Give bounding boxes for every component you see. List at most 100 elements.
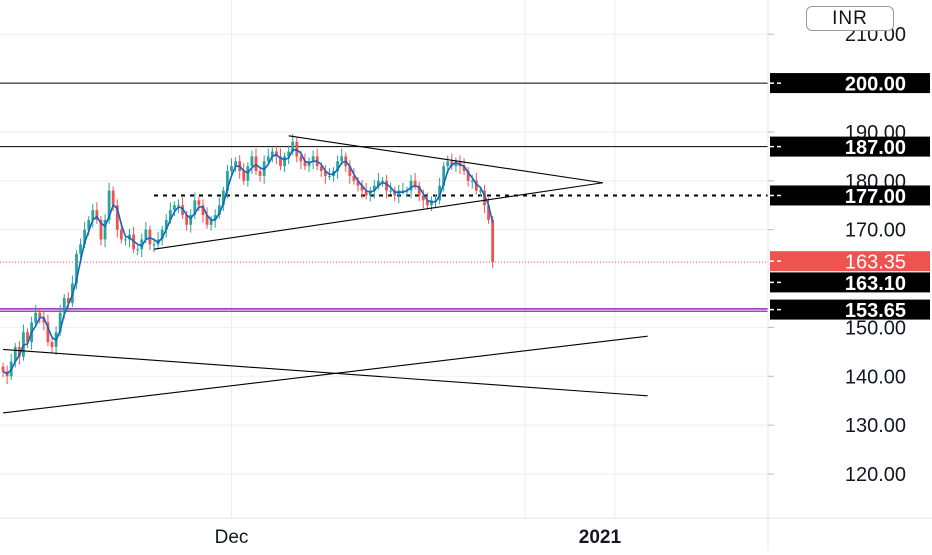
- candle: [430, 200, 433, 206]
- candle: [177, 205, 180, 207]
- candle: [50, 342, 54, 347]
- candle: [152, 244, 156, 246]
- trendline: [153, 182, 603, 250]
- candle: [372, 185, 376, 191]
- candle: [389, 190, 393, 192]
- candle: [438, 185, 441, 201]
- last-price-tag: [770, 251, 930, 272]
- candle: [164, 219, 168, 230]
- candle: [446, 161, 450, 167]
- currency-button[interactable]: INR: [806, 6, 894, 31]
- y-tick-label: 170.00: [845, 220, 906, 242]
- candle: [250, 156, 254, 167]
- candle: [34, 312, 38, 323]
- candle: [13, 346, 17, 362]
- candle: [323, 171, 327, 176]
- candle: [46, 322, 50, 343]
- price-tag-label: 187.00: [845, 137, 906, 159]
- grid-lines: [0, 0, 768, 518]
- candle: [258, 171, 262, 176]
- candle: [421, 195, 425, 201]
- candle: [364, 190, 368, 196]
- candle: [393, 190, 397, 196]
- candle: [124, 239, 127, 241]
- candle: [270, 151, 274, 157]
- candle: [303, 161, 307, 167]
- candle: [479, 190, 482, 192]
- candle: [377, 180, 380, 186]
- candle: [356, 180, 360, 186]
- trendline: [3, 348, 648, 397]
- y-tick-label: 130.00: [845, 415, 906, 437]
- candle: [168, 210, 172, 220]
- candle: [99, 219, 103, 240]
- candle: [242, 171, 246, 181]
- moving-average: [2, 149, 494, 375]
- candle: [75, 254, 78, 284]
- candle: [295, 141, 299, 157]
- candle: [291, 141, 295, 152]
- price-tag: [770, 299, 930, 320]
- candle: [58, 312, 62, 333]
- candle: [466, 171, 470, 181]
- candle: [173, 205, 176, 211]
- candle: [221, 190, 225, 206]
- candle: [87, 219, 91, 230]
- price-tag-label: 177.00: [845, 186, 906, 208]
- candle: [470, 180, 474, 182]
- trendline: [288, 135, 603, 184]
- candle: [385, 180, 388, 191]
- price-tag: [770, 73, 930, 94]
- candle: [442, 166, 446, 186]
- candle: [401, 190, 405, 192]
- candle: [311, 156, 315, 162]
- candle: [26, 332, 29, 343]
- candle: [397, 190, 401, 196]
- candle: [283, 156, 286, 167]
- candle: [189, 215, 193, 225]
- price-tag-label: 163.35: [845, 252, 906, 274]
- candle: [144, 229, 148, 240]
- candle: [413, 180, 417, 186]
- candle: [266, 156, 270, 162]
- candle: [181, 205, 184, 216]
- candle: [107, 190, 111, 220]
- candle: [217, 205, 221, 216]
- candle: [160, 229, 164, 240]
- candle: [279, 156, 282, 167]
- candle: [119, 229, 123, 240]
- time-axis[interactable]: Dec 2021: [0, 517, 932, 548]
- candle: [319, 166, 323, 172]
- candle: [115, 205, 119, 230]
- candle: [425, 200, 429, 206]
- candle: [111, 190, 115, 206]
- candle: [348, 166, 352, 176]
- candle: [226, 171, 229, 191]
- candle: [197, 200, 201, 206]
- price-tag-label: 163.10: [845, 273, 906, 295]
- candle: [209, 219, 213, 225]
- candle: [213, 215, 217, 220]
- candle: [483, 190, 486, 206]
- trendline: [2, 335, 648, 414]
- candle: [38, 312, 42, 318]
- candle: [17, 346, 21, 357]
- candle: [83, 229, 87, 245]
- y-tick-label: 150.00: [845, 317, 906, 339]
- candle: [1, 366, 5, 372]
- candle: [234, 161, 237, 167]
- price-tag-label: 153.65: [845, 300, 906, 322]
- x-tick-label: Dec: [215, 527, 249, 548]
- candle: [193, 200, 197, 216]
- price-tag: [770, 185, 930, 206]
- price-tag-label: 200.00: [845, 74, 906, 96]
- candle: [205, 215, 209, 225]
- candle: [95, 210, 99, 220]
- ma-line: [2, 149, 494, 375]
- trendlines: [2, 135, 648, 414]
- y-tick-label: 120.00: [845, 464, 906, 486]
- x-tick-label: 2021: [579, 527, 622, 548]
